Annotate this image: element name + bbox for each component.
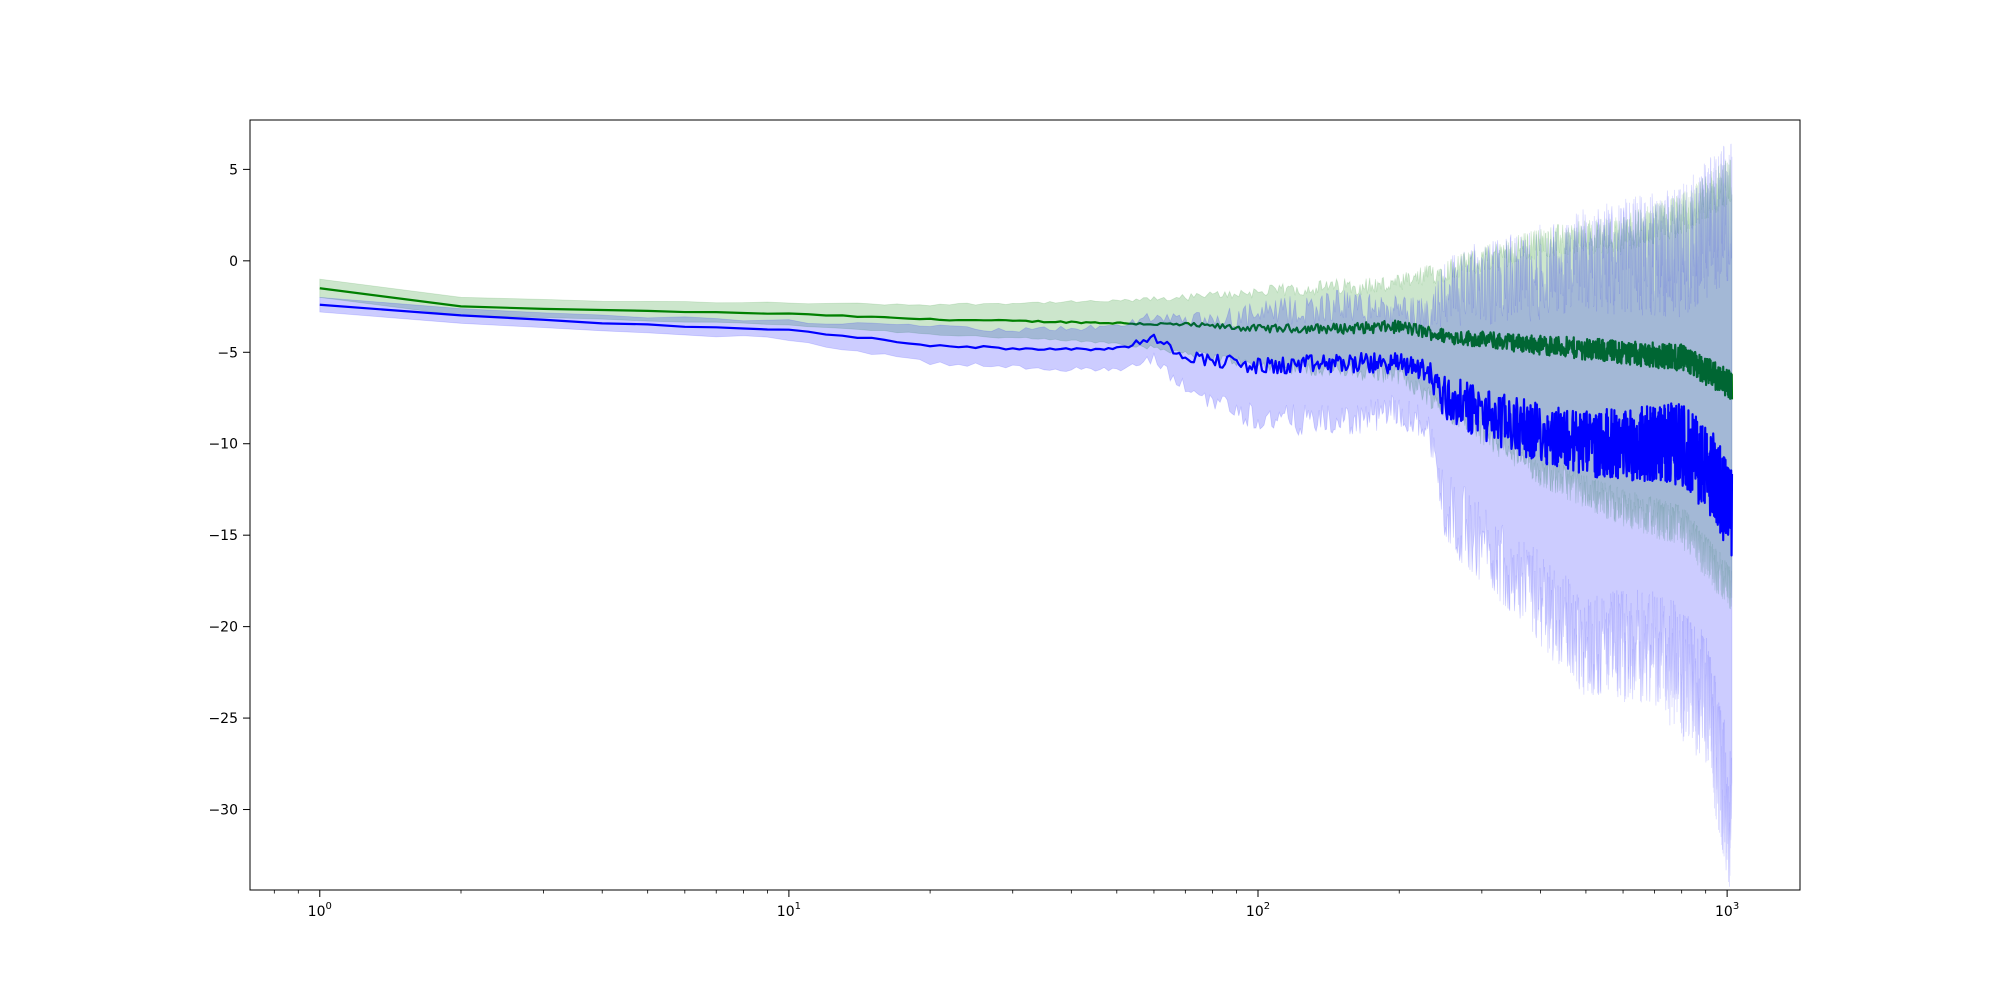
y-tick-label: −30 [208, 803, 238, 819]
y-tick-label: −25 [208, 711, 238, 727]
plot-area-frame [249, 119, 1801, 891]
y-tick-label: 0 [229, 254, 238, 270]
y-tick-label: 5 [229, 162, 238, 178]
x-tick-label: 101 [777, 901, 801, 920]
series-1-mean-line [319, 287, 1734, 400]
y-tick-label: −10 [208, 437, 238, 453]
x-tick-label: 102 [1246, 901, 1270, 920]
series-2-confidence-band [319, 143, 1733, 887]
series-2-mean-line [319, 303, 1734, 557]
y-tick-label: −5 [217, 345, 238, 361]
x-axis: 100 101 102 103 [273, 890, 1739, 920]
y-axis: 5 0 −5 −10 −15 −20 −25 −30 [208, 162, 250, 819]
series-layer [319, 143, 1734, 887]
y-tick-label: −20 [208, 620, 238, 636]
x-tick-label: 103 [1715, 901, 1739, 920]
y-tick-label: −15 [208, 528, 238, 544]
x-tick-label: 100 [308, 901, 332, 920]
